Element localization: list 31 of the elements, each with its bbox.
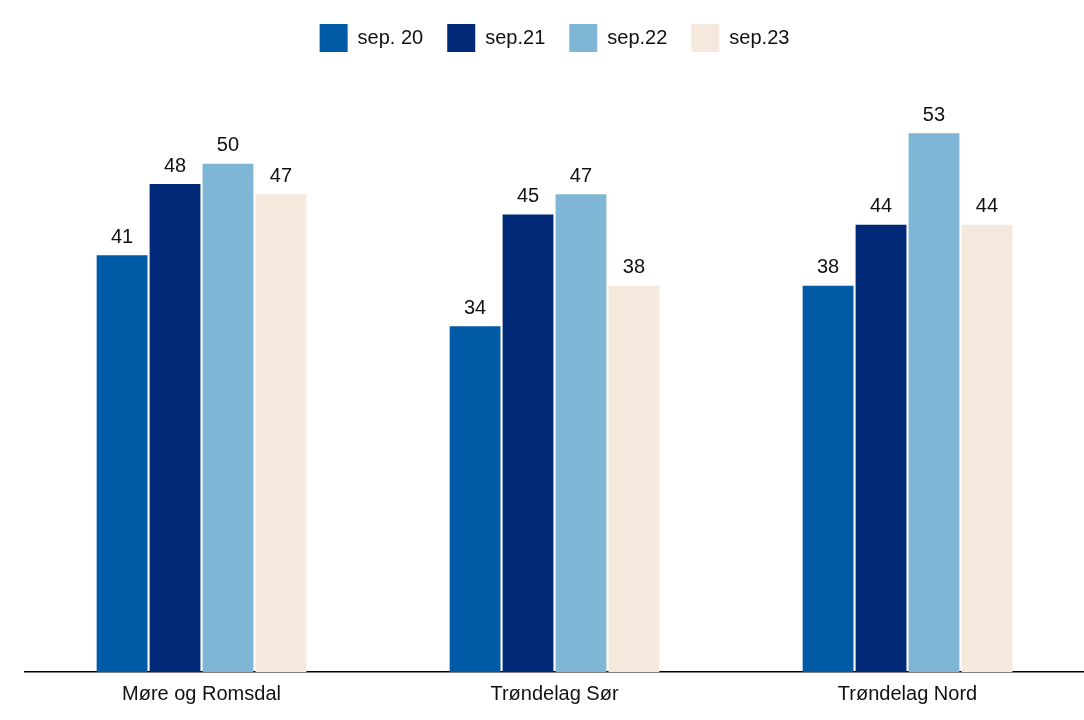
data-label: 47 <box>569 163 593 186</box>
legend-label: sep.22 <box>607 25 668 48</box>
data-label: 34 <box>463 295 487 318</box>
x-tick-label: Trøndelag Nord <box>837 681 978 704</box>
bar <box>555 194 607 672</box>
bar <box>802 285 854 672</box>
bar <box>449 326 501 672</box>
data-label: 50 <box>216 133 240 156</box>
data-label: 44 <box>869 194 893 217</box>
legend-label: sep.23 <box>729 25 790 48</box>
bar <box>255 194 307 672</box>
bar <box>608 285 660 672</box>
bar <box>202 163 254 672</box>
bar <box>96 255 148 672</box>
bar <box>502 214 554 672</box>
bar <box>961 224 1013 672</box>
data-label: 38 <box>622 255 646 278</box>
data-label: 45 <box>516 184 540 207</box>
data-label: 41 <box>110 224 134 247</box>
data-label: 48 <box>163 153 187 176</box>
legend-label: sep.21 <box>485 25 546 48</box>
data-label: 47 <box>269 163 293 186</box>
x-tick-label: Trøndelag Sør <box>490 681 619 704</box>
x-tick-label: Møre og Romsdal <box>122 681 281 704</box>
bar <box>149 184 201 672</box>
data-label: 44 <box>975 194 999 217</box>
legend-label: sep. 20 <box>357 25 424 48</box>
bar <box>855 224 907 672</box>
data-label: 53 <box>922 102 946 125</box>
data-label: 38 <box>816 255 840 278</box>
bar <box>908 133 960 672</box>
